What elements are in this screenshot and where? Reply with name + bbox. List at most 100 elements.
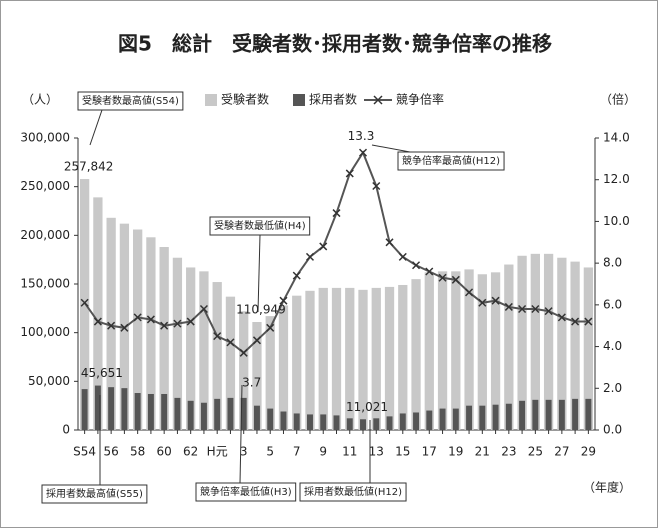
x-tick-label: 9 (319, 445, 327, 459)
bar (253, 405, 260, 430)
marker (133, 313, 142, 322)
x-tick-label: 58 (130, 445, 145, 459)
x-axis-label: （年度） (583, 480, 631, 495)
marker (544, 307, 553, 316)
marker (292, 271, 301, 280)
x-tick-label: 11 (342, 445, 357, 459)
value-label: 110,949 (236, 303, 286, 317)
bar (517, 255, 527, 430)
marker (451, 275, 460, 284)
bar (305, 290, 315, 430)
marker (358, 148, 368, 157)
bar (147, 393, 154, 430)
bar (265, 316, 275, 430)
annotation-leader (89, 109, 103, 146)
bar (174, 397, 181, 430)
bar (426, 410, 433, 430)
marker (305, 252, 315, 261)
bar (424, 272, 434, 430)
annotation-box (299, 482, 407, 502)
bar (252, 322, 262, 430)
bar (159, 247, 169, 430)
marker (584, 317, 593, 326)
marker (120, 323, 129, 332)
x-tick-label: 56 (104, 445, 119, 459)
y-tick-label: 300,000 (20, 131, 70, 145)
x-tick-label: 25 (528, 445, 543, 459)
x-tick-label: 7 (293, 445, 301, 459)
x-tick-label: 62 (183, 445, 198, 459)
bar (399, 413, 406, 430)
legend-label: 競争倍率 (396, 92, 444, 107)
bar (333, 415, 340, 430)
marker (279, 296, 288, 305)
bar (134, 393, 141, 430)
bar (278, 305, 289, 430)
bar (479, 405, 486, 430)
bar (146, 237, 156, 430)
bar (360, 419, 366, 430)
bar (398, 284, 408, 430)
bar (79, 179, 90, 430)
y-axis-label: （人） (22, 93, 58, 107)
annotation: 受験者数最高値(S54) (82, 94, 179, 107)
annotation: 採用者数最低値(H12) (304, 485, 402, 498)
bar (331, 287, 342, 430)
annotation: 採用者数最高値(S55) (46, 487, 143, 500)
bar (411, 279, 421, 430)
bar (200, 402, 207, 430)
bar (532, 399, 539, 430)
bar (133, 229, 143, 430)
bar (452, 408, 459, 430)
bar (108, 387, 115, 430)
bar (280, 411, 287, 430)
marker (557, 313, 566, 322)
annotation-leader (239, 384, 243, 484)
bar (358, 289, 368, 430)
annotation: 競争倍率最高値(H12) (402, 154, 500, 167)
x-tick-label: H元 (207, 445, 228, 459)
marker (491, 296, 500, 305)
bar (464, 269, 474, 430)
bar (373, 418, 380, 430)
annotation-box (195, 482, 297, 502)
bar (307, 414, 313, 430)
value-label: 257,842 (64, 160, 114, 174)
bar (293, 413, 300, 430)
bar (81, 389, 88, 430)
bar (172, 257, 183, 430)
value-label: 13.3 (348, 129, 375, 143)
bar (320, 414, 327, 430)
bar (371, 287, 381, 430)
annotation: 競争倍率最低値(H3) (200, 485, 292, 498)
marker (80, 298, 89, 307)
marker (531, 304, 540, 314)
annotation-box (77, 91, 184, 111)
bar (558, 399, 565, 430)
legend-swatch (293, 94, 305, 106)
marker (425, 267, 434, 276)
annotation-leader (257, 234, 261, 313)
y2-tick-label: 12.0 (603, 172, 630, 186)
bar (477, 274, 487, 430)
x-tick-label: 29 (581, 445, 596, 459)
marker (571, 317, 580, 326)
bar (94, 385, 101, 430)
marker (332, 209, 341, 218)
bar (345, 287, 355, 430)
bar (318, 287, 328, 430)
bar (439, 408, 446, 430)
bar (240, 397, 247, 430)
value-label: 11,021 (346, 400, 388, 414)
y-tick-label: 250,000 (20, 179, 70, 193)
bar (504, 264, 514, 430)
value-label: 45,651 (81, 366, 123, 380)
legend-swatch (373, 95, 383, 105)
legend-label: 受験者数 (221, 92, 269, 107)
x-tick-label: 5 (266, 445, 274, 459)
x-tick-label: 17 (422, 445, 437, 459)
y2-tick-label: 2.0 (603, 381, 622, 395)
bar (585, 398, 592, 430)
chart-title: 図5 総計 受験者数･採用者数･競争倍率の推移 (118, 32, 552, 56)
